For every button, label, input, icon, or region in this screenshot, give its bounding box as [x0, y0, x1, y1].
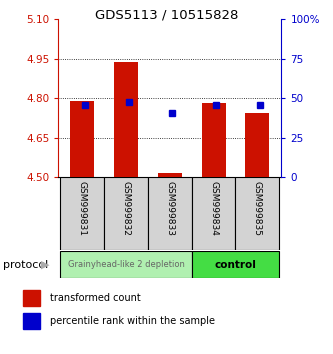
Bar	[235, 177, 279, 250]
Text: GSM999833: GSM999833	[165, 181, 174, 236]
Bar	[148, 177, 192, 250]
Bar	[70, 101, 94, 177]
Text: ▶: ▶	[41, 259, 49, 270]
Bar	[158, 173, 182, 177]
Text: control: control	[214, 259, 256, 270]
Bar	[104, 177, 148, 250]
Text: GSM999834: GSM999834	[209, 181, 218, 235]
Bar	[61, 251, 192, 278]
Bar	[201, 103, 226, 177]
Bar	[114, 62, 138, 177]
Bar	[61, 177, 104, 250]
Text: protocol: protocol	[3, 259, 49, 270]
Bar	[245, 113, 269, 177]
Bar	[192, 177, 235, 250]
Bar	[192, 251, 279, 278]
Text: percentile rank within the sample: percentile rank within the sample	[50, 316, 215, 326]
Bar	[23, 313, 40, 329]
Text: transformed count: transformed count	[50, 293, 141, 303]
Text: GSM999832: GSM999832	[122, 181, 131, 235]
Text: GSM999831: GSM999831	[78, 181, 87, 236]
Bar	[23, 290, 40, 306]
Text: GDS5113 / 10515828: GDS5113 / 10515828	[95, 9, 238, 22]
Text: GSM999835: GSM999835	[253, 181, 262, 236]
Text: Grainyhead-like 2 depletion: Grainyhead-like 2 depletion	[68, 260, 184, 269]
